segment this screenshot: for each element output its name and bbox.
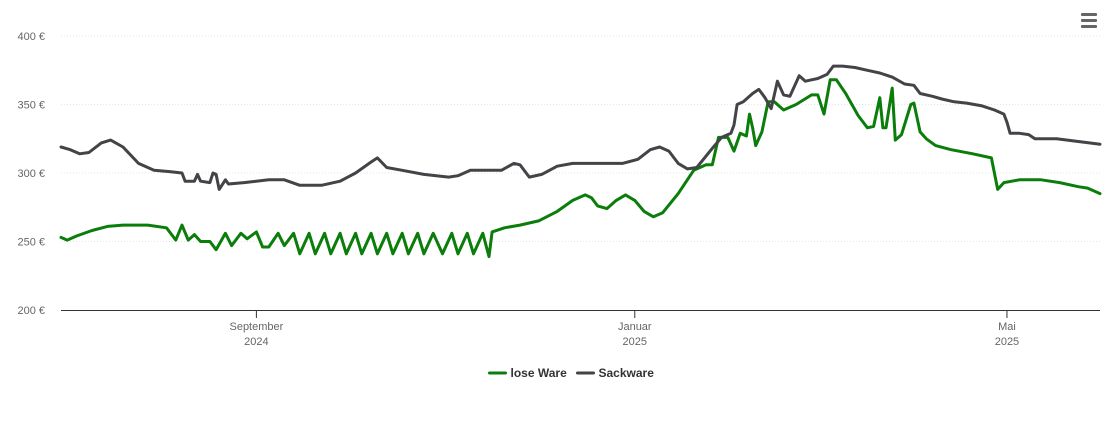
series-line-sackware [59,64,1102,191]
y-tick-label: 250 € [17,237,45,249]
legend: lose Ware Sackware [488,366,655,380]
y-axis-labels: 200 € 250 € 300 € 350 € 400 € [17,31,45,317]
legend-label: Sackware [599,366,655,380]
hamburger-menu-icon-bar [1081,25,1097,28]
hamburger-menu-icon [1081,13,1097,16]
x-tick-year-label: 2024 [244,336,268,348]
y-tick-label: 400 € [17,31,45,43]
y-tick-label: 350 € [17,100,45,112]
x-tick-month-label: September [229,321,283,333]
chart-menu-button[interactable] [1078,10,1100,32]
y-tick-label: 300 € [17,168,45,180]
series-line-lose-ware [59,78,1102,259]
x-tick-month-label: Januar [618,321,652,333]
legend-label: lose Ware [511,366,568,380]
x-tick-year-label: 2025 [623,336,647,348]
x-axis-labels: September 2024 Januar 2025 Mai 2025 [229,321,1019,348]
legend-item[interactable]: Sackware [576,366,655,380]
series-lines [59,64,1102,259]
y-tick-label: 200 € [17,305,45,317]
legend-item[interactable]: lose Ware [488,366,568,380]
x-tick-year-label: 2025 [995,336,1019,348]
x-axis [61,310,1100,318]
hamburger-menu-icon-bar [1081,19,1097,22]
x-tick-month-label: Mai [998,321,1016,333]
grid-lines [61,35,1100,242]
